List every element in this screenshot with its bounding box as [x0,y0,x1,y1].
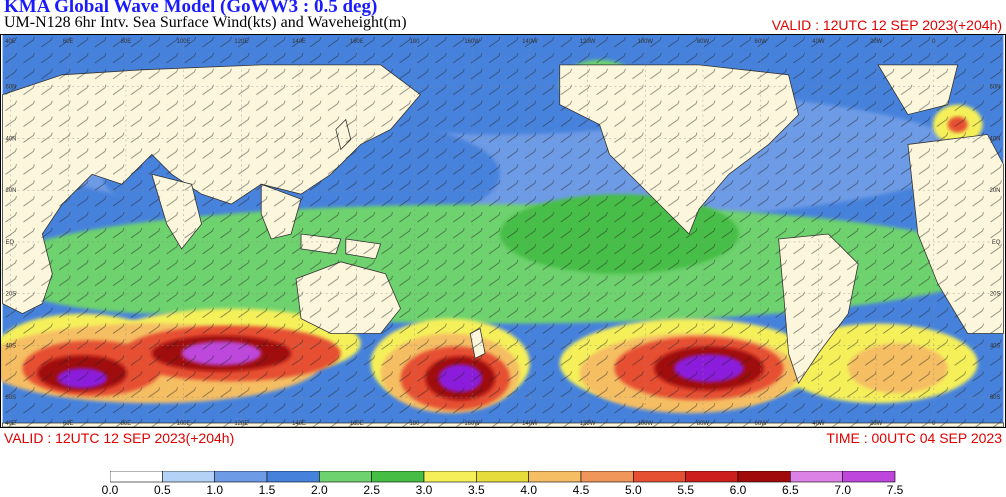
lat-label-right: 20S [990,292,1001,298]
colorbar-tick-label: 5.5 [677,483,694,497]
lat-label-right: 20N [990,188,1001,194]
init-time: TIME : 00UTC 04 SEP 2023 [826,430,1002,446]
colorbar-tick-label: 3.0 [415,483,433,497]
lat-label-left: 40N [6,136,17,142]
lon-label-top: 0 [932,39,936,45]
colorbar-tick-label: 2.5 [363,483,380,497]
colorbar-swatch [371,471,425,483]
lat-label-right: 60S [990,395,1001,401]
valid-time-top: VALID : 12UTC 12 SEP 2023(+204h) [771,17,1002,33]
latitude-labels: 60N 60N 40N 40N 20N 20N EQ EQ 20S 20S 40S 40S 60S 60S [6,85,1001,401]
lon-label-top: 160W [464,39,480,45]
colorbar-tick-label: 4.0 [520,483,537,497]
lon-label-bottom: 140E [292,421,306,427]
lon-label-top: 100W [637,39,653,45]
lat-label-right: 40S [990,343,1001,349]
colorbar-swatch [580,471,634,483]
lon-label-top: 40E [5,39,16,45]
colorbar-swatch [110,471,163,483]
lon-label-top: 140E [292,39,306,45]
lon-label-bottom: 160W [464,421,480,427]
colorbar-swatch [476,471,529,483]
colorbar-swatch [266,471,320,483]
colorbar-swatch [790,471,843,483]
lon-label-top: 20W [870,39,883,45]
colorbar-tick-label: 6.5 [781,483,799,497]
lat-label-left: 60S [6,395,17,401]
colorbar-swatch [842,471,896,483]
wind-barbs [2,35,1004,427]
valid-time-bottom: VALID : 12UTC 12 SEP 2023(+204h) [4,430,235,446]
colorbar-swatch [633,471,686,483]
lon-label-bottom: 100W [637,421,653,427]
colorbar-swatch [528,471,582,483]
lon-label-bottom: 180 [409,421,420,427]
lon-label-top: 40W [812,39,825,45]
lat-label-left: 20S [6,292,17,298]
wave-height-map: 40E 40E 60E 60E 80E 80E 100E 100E 120E 120E 140E 14… [0,34,1006,428]
lat-label-left: EQ [6,240,15,246]
map-title: KMA Global Wave Model (GoWW3 : 0.5 deg) [4,0,378,17]
lon-label-top: 120W [580,39,596,45]
lon-label-bottom: 80W [697,421,710,427]
colorbar-swatch [214,471,268,483]
colorbar-tick-label: 7.5 [886,483,904,497]
lon-label-bottom: 40E [5,421,16,427]
colorbar-tick-label: 6.0 [729,483,747,497]
lat-label-left: 60N [6,85,17,91]
colorbar-tick-label: 7.0 [834,483,851,497]
lat-label-left: 20N [6,188,17,194]
map-subtitle: UM-N128 6hr Intv. Sea Surface Wind(kts) … [4,14,407,31]
lon-label-top: 160E [350,39,364,45]
colorbar-tick-label: 0.5 [153,483,171,497]
lon-label-bottom: 20W [870,421,883,427]
colorbar-tick-label: 5.0 [624,483,642,497]
lon-label-top: 140W [522,39,538,45]
lon-label-bottom: 60W [755,421,768,427]
lat-label-right: 40N [990,136,1001,142]
lon-label-bottom: 40W [812,421,825,427]
lon-label-bottom: 140W [522,421,538,427]
lon-label-top: 60W [755,39,768,45]
lon-label-top: 100E [177,39,191,45]
colorbar-swatch [737,471,791,483]
colorbar-swatch [162,471,215,483]
colorbar-tick-label: 4.5 [572,483,590,497]
wave-height-colorbar [110,471,896,483]
lat-lon-grid [2,35,1004,427]
longitude-labels: 40E 40E 60E 60E 80E 80E 100E 100E 120E 120E 140E 14… [5,39,936,427]
lat-label-right: 60N [990,85,1001,91]
lon-label-bottom: 160E [350,421,364,427]
lon-label-bottom: 80E [121,421,132,427]
lon-label-bottom: 60E [63,421,74,427]
lon-label-bottom: 120E [234,421,248,427]
lat-label-right: EQ [992,240,1001,246]
lon-label-bottom: 120W [580,421,596,427]
colorbar-swatch [319,471,372,483]
colorbar-tick-label: 3.5 [467,483,485,497]
lon-label-top: 180 [409,39,420,45]
lon-label-top: 120E [234,39,248,45]
lon-label-top: 80W [697,39,710,45]
colorbar-swatch [423,471,477,483]
colorbar-tick-label: 2.0 [310,483,328,497]
lon-label-bottom: 0 [932,421,936,427]
colorbar-tick-label: 0.0 [101,483,119,497]
colorbar-swatch [685,471,739,483]
lat-label-left: 40S [6,343,17,349]
lon-label-top: 80E [121,39,132,45]
colorbar-tick-label: 1.0 [206,483,223,497]
colorbar-tick-label: 1.5 [258,483,276,497]
lon-label-bottom: 100E [177,421,191,427]
lon-label-top: 60E [63,39,74,45]
